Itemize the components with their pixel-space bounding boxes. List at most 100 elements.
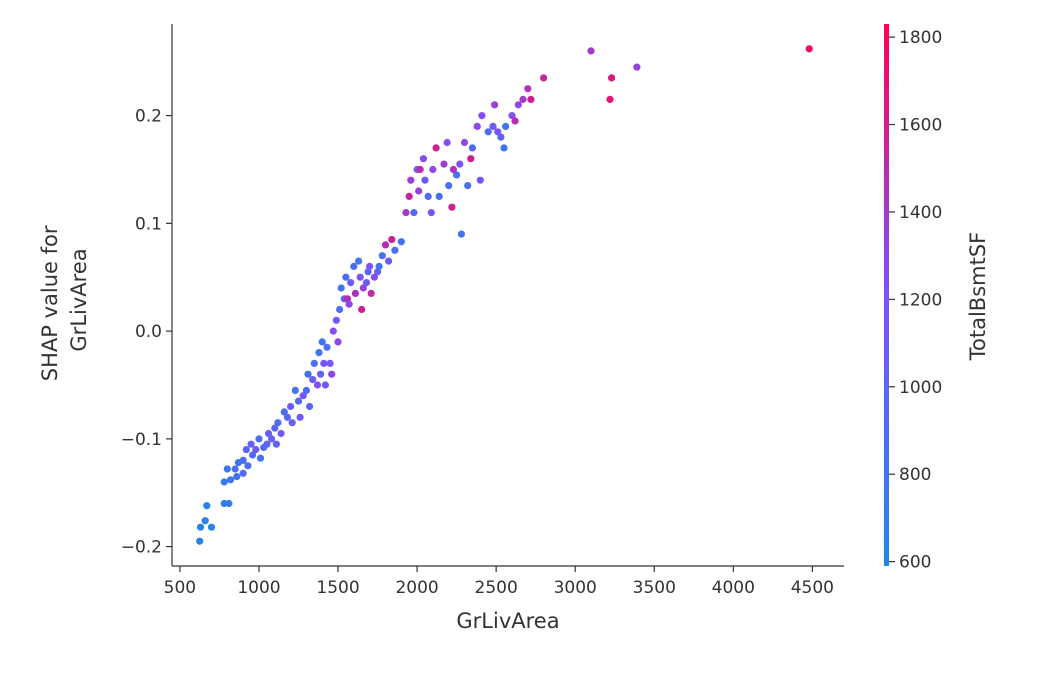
data-point — [367, 289, 375, 297]
data-point — [511, 117, 519, 125]
y-axis-title-line-2: GrLivArea — [67, 248, 91, 351]
data-point — [467, 155, 475, 163]
data-point — [508, 112, 516, 120]
data-point — [484, 128, 492, 136]
x-tick-label: 4000 — [712, 578, 755, 598]
x-tick-label: 3500 — [633, 578, 676, 598]
data-point — [478, 112, 486, 120]
data-point — [416, 165, 424, 174]
data-point — [287, 402, 295, 411]
data-point — [291, 386, 299, 394]
data-point — [310, 359, 318, 367]
data-point — [203, 502, 211, 510]
x-tick-label: 1000 — [237, 578, 280, 598]
data-point — [320, 359, 328, 367]
colorbar-tick-label: 1600 — [899, 116, 942, 136]
data-point — [385, 257, 393, 265]
x-tick-label: 4500 — [791, 578, 834, 598]
data-point — [429, 165, 437, 174]
data-point — [302, 386, 310, 394]
data-point — [306, 402, 314, 411]
colorbar-tick-label: 600 — [899, 553, 931, 573]
data-point — [223, 465, 231, 473]
data-point — [489, 122, 497, 130]
data-point — [252, 446, 260, 454]
data-point — [456, 160, 464, 168]
data-point — [359, 284, 367, 292]
data-point — [268, 435, 276, 443]
data-point — [391, 246, 399, 254]
data-points — [196, 45, 813, 545]
data-point — [443, 138, 451, 147]
data-point — [415, 187, 423, 195]
data-point — [239, 469, 247, 477]
data-point — [364, 268, 372, 276]
data-point — [514, 101, 522, 109]
data-point — [502, 122, 510, 130]
colorbar-tick-label: 800 — [899, 465, 931, 485]
data-point — [336, 305, 344, 314]
data-point — [321, 381, 329, 389]
data-point — [432, 144, 440, 152]
data-point — [244, 462, 252, 470]
data-point — [255, 435, 263, 443]
data-point — [378, 252, 386, 260]
data-point — [242, 446, 250, 454]
data-point — [201, 517, 209, 525]
data-point — [256, 454, 265, 462]
x-tick-label: 2000 — [395, 578, 438, 598]
data-point — [294, 397, 303, 405]
data-point — [226, 476, 235, 484]
data-point — [435, 192, 443, 200]
data-point — [313, 381, 322, 389]
colorbar — [884, 24, 889, 566]
data-point — [519, 95, 527, 103]
data-point — [334, 338, 342, 346]
data-point — [249, 451, 257, 459]
data-point — [280, 408, 288, 416]
data-point — [540, 74, 548, 82]
data-point — [362, 279, 371, 287]
data-point — [304, 370, 312, 378]
data-point — [464, 182, 472, 190]
data-point — [343, 295, 352, 303]
data-point — [326, 359, 334, 367]
data-point — [440, 160, 448, 168]
data-point — [283, 413, 291, 421]
data-point — [527, 95, 535, 103]
data-point — [329, 327, 337, 335]
data-point — [196, 537, 204, 545]
data-point — [317, 370, 325, 378]
y-tick-label: 0.2 — [135, 107, 162, 127]
data-point — [196, 523, 205, 531]
data-point — [448, 203, 456, 211]
data-point — [421, 176, 429, 184]
data-point — [468, 144, 476, 152]
colorbar-tick-label: 1200 — [899, 290, 942, 310]
data-point — [424, 192, 432, 200]
y-axis-title: SHAP value for GrLivArea — [38, 219, 91, 381]
data-point — [419, 155, 427, 163]
data-point — [318, 338, 326, 346]
data-point — [370, 273, 378, 281]
data-point — [323, 343, 331, 351]
data-point — [427, 209, 435, 217]
data-point — [220, 478, 228, 486]
data-point — [453, 171, 461, 179]
data-point — [264, 429, 273, 438]
data-point — [402, 209, 410, 217]
data-point — [476, 176, 484, 184]
data-point — [397, 238, 405, 246]
data-point — [342, 273, 350, 281]
y-tick-label: 0.0 — [135, 322, 162, 342]
data-point — [337, 284, 345, 292]
data-point — [328, 370, 336, 378]
data-point — [410, 209, 418, 217]
data-point — [366, 262, 374, 270]
data-point — [345, 300, 353, 308]
data-point — [805, 45, 813, 53]
data-point — [355, 257, 363, 265]
data-point — [351, 289, 359, 297]
data-point — [247, 440, 255, 448]
